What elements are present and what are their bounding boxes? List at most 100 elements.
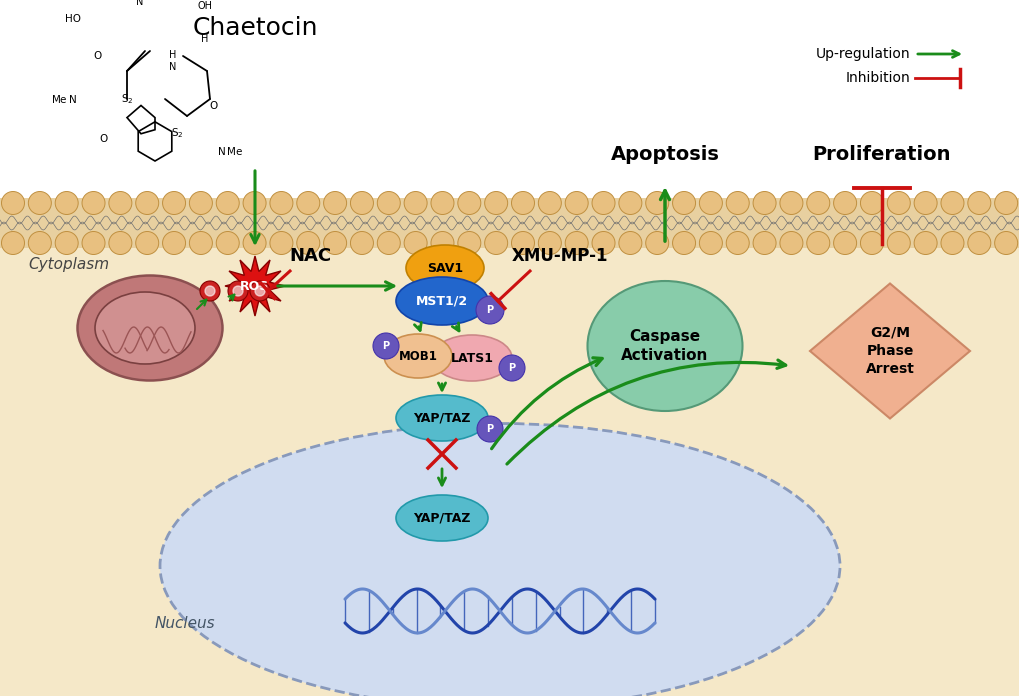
Circle shape [887, 191, 909, 214]
Circle shape [55, 232, 78, 255]
Circle shape [994, 191, 1017, 214]
Circle shape [833, 232, 856, 255]
Text: P: P [382, 341, 389, 351]
Circle shape [404, 191, 427, 214]
Circle shape [511, 191, 534, 214]
Circle shape [109, 232, 131, 255]
Text: H
N: H N [137, 0, 144, 7]
Text: O: O [93, 51, 101, 61]
Text: Cytoplasm: Cytoplasm [28, 257, 109, 271]
Text: Proliferation: Proliferation [812, 145, 951, 164]
Text: S$_2$: S$_2$ [170, 126, 183, 140]
Circle shape [55, 191, 78, 214]
Circle shape [190, 191, 212, 214]
Polygon shape [809, 283, 969, 418]
Circle shape [228, 281, 248, 301]
Text: ROS: ROS [240, 280, 269, 292]
Text: P: P [486, 424, 493, 434]
Circle shape [833, 191, 856, 214]
Text: P: P [507, 363, 515, 373]
Circle shape [484, 191, 507, 214]
Circle shape [162, 191, 185, 214]
Ellipse shape [77, 276, 222, 381]
Circle shape [136, 232, 159, 255]
Circle shape [913, 191, 936, 214]
Circle shape [699, 232, 721, 255]
Circle shape [250, 281, 270, 301]
Ellipse shape [383, 334, 451, 378]
Text: Chaetocin: Chaetocin [192, 16, 318, 40]
Text: XMU-MP-1: XMU-MP-1 [512, 247, 607, 265]
Text: G2/M
Phase
Arrest: G2/M Phase Arrest [865, 326, 914, 377]
Circle shape [200, 281, 220, 301]
Circle shape [619, 232, 641, 255]
Text: LATS1: LATS1 [450, 351, 493, 365]
Text: S$_2$: S$_2$ [120, 92, 133, 106]
Circle shape [216, 191, 239, 214]
Circle shape [323, 191, 346, 214]
Circle shape [860, 232, 882, 255]
Circle shape [136, 191, 159, 214]
Circle shape [162, 232, 185, 255]
Ellipse shape [395, 395, 487, 441]
Text: Me$\,$N: Me$\,$N [51, 93, 76, 105]
Circle shape [458, 191, 480, 214]
Circle shape [645, 191, 668, 214]
Circle shape [351, 232, 373, 255]
Text: O: O [99, 134, 107, 144]
Circle shape [967, 232, 989, 255]
Circle shape [477, 416, 502, 442]
Circle shape [377, 232, 399, 255]
Circle shape [458, 232, 480, 255]
Circle shape [323, 232, 346, 255]
Bar [0, 0, 1019, 231]
Text: SAV1: SAV1 [427, 262, 463, 274]
Ellipse shape [406, 245, 484, 291]
Circle shape [645, 232, 668, 255]
Circle shape [297, 232, 319, 255]
Circle shape [941, 191, 963, 214]
Polygon shape [225, 256, 284, 316]
Circle shape [431, 232, 453, 255]
Circle shape [255, 286, 265, 296]
Circle shape [806, 232, 828, 255]
Circle shape [860, 191, 882, 214]
Text: YAP/TAZ: YAP/TAZ [413, 411, 471, 425]
Circle shape [780, 232, 802, 255]
Circle shape [232, 286, 243, 296]
Text: OH: OH [198, 1, 212, 11]
Circle shape [270, 232, 292, 255]
Circle shape [538, 232, 560, 255]
Ellipse shape [395, 495, 487, 541]
Circle shape [29, 191, 51, 214]
Circle shape [619, 191, 641, 214]
Circle shape [190, 232, 212, 255]
Text: H: H [201, 34, 209, 44]
Circle shape [243, 232, 266, 255]
Circle shape [82, 191, 105, 214]
Text: MST1/2: MST1/2 [416, 294, 468, 308]
Circle shape [726, 191, 749, 214]
Text: N$\,$Me: N$\,$Me [217, 145, 244, 157]
Circle shape [476, 296, 503, 324]
Circle shape [404, 232, 427, 255]
Circle shape [752, 191, 775, 214]
Circle shape [967, 191, 989, 214]
Circle shape [511, 232, 534, 255]
Ellipse shape [160, 423, 840, 696]
Circle shape [82, 232, 105, 255]
Circle shape [699, 191, 721, 214]
Circle shape [1, 232, 24, 255]
Text: MOB1: MOB1 [398, 349, 437, 363]
Bar [0, 198, 1019, 248]
Circle shape [1, 191, 24, 214]
Circle shape [109, 191, 131, 214]
Text: HO: HO [65, 14, 81, 24]
Circle shape [941, 232, 963, 255]
Circle shape [806, 191, 828, 214]
Circle shape [780, 191, 802, 214]
Text: P: P [486, 305, 493, 315]
Circle shape [484, 232, 507, 255]
Circle shape [297, 191, 319, 214]
Circle shape [672, 191, 695, 214]
